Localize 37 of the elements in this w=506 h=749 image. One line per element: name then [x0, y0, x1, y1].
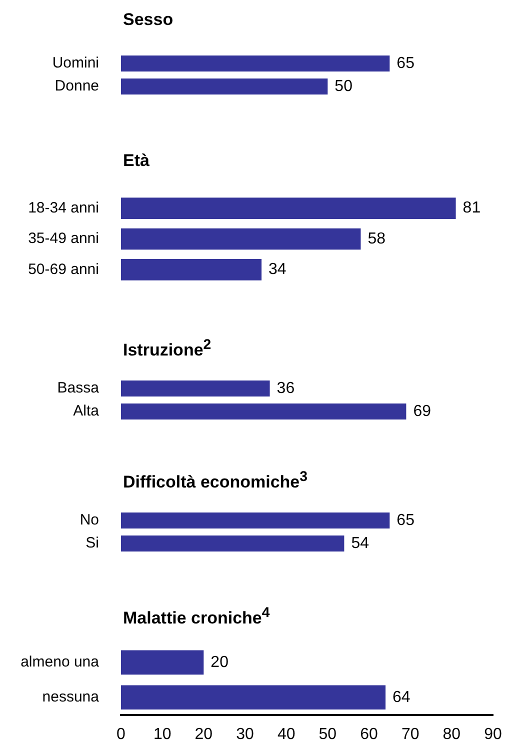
x-tick-label: 70 — [401, 726, 420, 743]
y-tick-label: Uomini — [52, 54, 99, 72]
data-label: 36 — [276, 380, 295, 397]
chart-title: Malattie croniche$^{4}$ — [123, 604, 270, 628]
x-tick-label: 90 — [484, 726, 502, 743]
x-tick-label: 60 — [360, 726, 378, 743]
data-label: 34 — [268, 261, 286, 278]
data-label: 81 — [462, 200, 481, 217]
x-tick-label: 80 — [442, 726, 461, 743]
x-tick-label: 0 — [116, 726, 126, 743]
x-tick-label: 10 — [153, 726, 172, 743]
y-tick-label: Alta — [73, 402, 100, 420]
data-label: 20 — [210, 654, 229, 671]
chart-title: Sesso — [123, 10, 174, 29]
y-tick-label: No — [80, 512, 99, 529]
y-tick-label: 35-49 anni — [28, 230, 99, 248]
data-label: 65 — [396, 54, 415, 72]
chart-title: Età — [123, 151, 150, 170]
x-tick-label: 50 — [318, 726, 337, 743]
y-tick-label: Bassa — [57, 380, 100, 397]
y-tick-label: Donne — [54, 78, 99, 95]
data-label: 58 — [368, 230, 386, 248]
y-tick-label: nessuna — [42, 688, 100, 706]
x-tick-label: 40 — [277, 726, 296, 743]
x-tick-label: 20 — [194, 726, 213, 743]
y-tick-label: Si — [86, 534, 99, 552]
chart-title: Difficoltà economiche$^{3}$ — [123, 468, 308, 492]
data-label: 64 — [392, 688, 410, 706]
data-label: 65 — [396, 512, 415, 529]
chart-title: Istruzione$^{2}$ — [123, 336, 212, 360]
y-tick-label: 18-34 anni — [28, 199, 99, 216]
data-label: 69 — [413, 402, 432, 420]
data-label: 50 — [334, 78, 353, 95]
y-tick-label: almeno una — [20, 654, 100, 671]
y-tick-label: 50-69 anni — [28, 260, 99, 278]
data-label: 54 — [351, 534, 370, 552]
x-tick-label: 30 — [236, 726, 254, 743]
